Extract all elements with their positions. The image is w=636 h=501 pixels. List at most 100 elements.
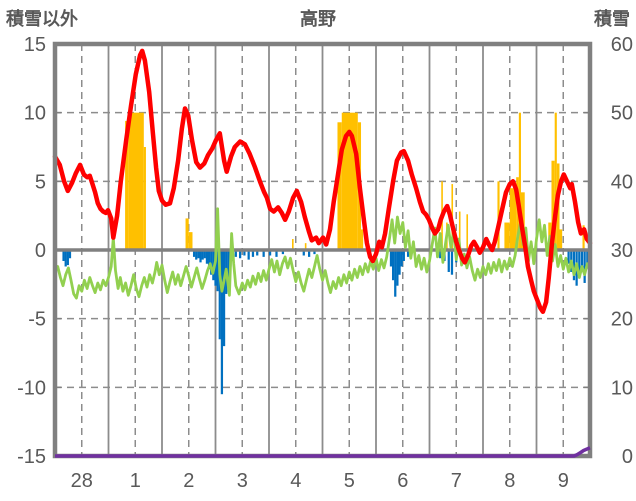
left-axis-title: 積雪以外 bbox=[6, 9, 78, 29]
blue-bar bbox=[262, 250, 265, 257]
x-axis-tick-label: 2 bbox=[183, 470, 194, 492]
right-axis-tick-label: 50 bbox=[611, 103, 633, 125]
orange-bar bbox=[304, 243, 307, 250]
left-axis-tick-label: 5 bbox=[35, 171, 46, 193]
x-axis-tick-label: 5 bbox=[344, 470, 355, 492]
x-axis-tick-label: 4 bbox=[290, 470, 301, 492]
right-axis-tick-label: 10 bbox=[611, 377, 633, 399]
blue-bar bbox=[199, 250, 202, 263]
blue-bar bbox=[195, 250, 198, 260]
blue-bar bbox=[214, 250, 217, 286]
blue-bar bbox=[268, 250, 272, 256]
orange-bar bbox=[509, 188, 517, 250]
chart-title: 高野 bbox=[300, 9, 336, 29]
right-axis-tick-label: 60 bbox=[611, 34, 633, 56]
x-axis-tick-label: 8 bbox=[504, 470, 515, 492]
blue-bar bbox=[192, 250, 196, 257]
right-axis-tick-label: 30 bbox=[611, 240, 633, 262]
orange-bar bbox=[361, 229, 364, 250]
orange-bar bbox=[185, 218, 189, 250]
blue-bar bbox=[201, 250, 204, 260]
orange-bar bbox=[504, 222, 510, 250]
blue-bar bbox=[275, 250, 278, 257]
blue-bar bbox=[447, 250, 450, 272]
blue-bar bbox=[406, 250, 410, 257]
left-axis-tick-label: -5 bbox=[28, 309, 46, 331]
x-axis-tick-label: 1 bbox=[130, 470, 141, 492]
x-axis-tick-label: 7 bbox=[451, 470, 462, 492]
blue-bar bbox=[247, 250, 250, 260]
blue-bar bbox=[222, 250, 226, 347]
blue-bar bbox=[238, 250, 242, 259]
temperature-line bbox=[52, 48, 593, 315]
blue-bar bbox=[400, 250, 403, 267]
blue-bar bbox=[398, 250, 401, 275]
orange-bar bbox=[128, 112, 144, 251]
blue-bar bbox=[281, 250, 285, 255]
orange-bar bbox=[337, 122, 342, 250]
orange-bar bbox=[466, 214, 469, 250]
blue-bar bbox=[586, 250, 589, 267]
right-axis-title: 積雪 bbox=[594, 9, 630, 29]
blue-bar bbox=[197, 250, 200, 259]
blue-bar bbox=[402, 250, 405, 261]
blue-bar bbox=[396, 250, 399, 286]
blue-bar bbox=[64, 250, 67, 267]
blue-bar bbox=[389, 250, 393, 267]
blue-bar bbox=[450, 250, 454, 275]
left-axis-tick-label: -15 bbox=[17, 446, 46, 468]
orange-bar bbox=[516, 177, 519, 250]
orange-bar bbox=[559, 229, 563, 250]
orange-bar bbox=[518, 112, 521, 251]
blue-bar bbox=[256, 250, 259, 256]
blue-bar bbox=[572, 250, 576, 281]
x-axis-tick-label: 28 bbox=[71, 470, 93, 492]
blue-bar bbox=[251, 250, 255, 257]
blue-bar bbox=[205, 250, 209, 264]
blue-bar bbox=[207, 250, 211, 270]
orange-bar bbox=[551, 160, 555, 250]
blue-bar bbox=[439, 250, 442, 259]
orange-bar bbox=[143, 147, 146, 250]
left-axis-tick-label: 10 bbox=[24, 103, 46, 125]
blue-bar bbox=[578, 250, 581, 278]
green-line bbox=[53, 207, 592, 300]
x-axis-tick-label: 3 bbox=[237, 470, 248, 492]
blue-bar bbox=[68, 250, 72, 259]
blue-bar bbox=[580, 250, 584, 270]
blue-bar bbox=[216, 250, 219, 292]
orange-bar bbox=[292, 239, 294, 250]
blue-bar bbox=[302, 250, 305, 256]
orange-bar bbox=[554, 112, 557, 251]
blue-bar bbox=[220, 250, 224, 395]
blue-bar bbox=[583, 250, 586, 283]
blue-bar bbox=[66, 250, 69, 266]
orange-bar bbox=[458, 211, 461, 250]
blue-bar bbox=[394, 250, 397, 297]
blue-bar bbox=[313, 250, 316, 255]
right-axis-tick-label: 40 bbox=[611, 171, 633, 193]
x-axis-tick-label: 6 bbox=[397, 470, 408, 492]
orange-bar bbox=[188, 232, 193, 250]
blue-bar bbox=[391, 250, 395, 281]
left-axis-tick-label: 15 bbox=[24, 34, 46, 56]
blue-bar bbox=[210, 250, 213, 275]
blue-bar bbox=[308, 250, 311, 257]
x-axis-tick-label: 9 bbox=[558, 470, 569, 492]
blue-bar bbox=[234, 250, 237, 257]
snow-depth-line bbox=[55, 446, 591, 458]
blue-bar bbox=[243, 250, 246, 256]
left-axis-tick-label: -10 bbox=[17, 377, 46, 399]
blue-bar bbox=[203, 250, 206, 259]
blue-bar bbox=[567, 250, 570, 264]
blue-bar bbox=[227, 250, 230, 278]
left-axis-tick-label: 0 bbox=[35, 240, 46, 262]
orange-bar bbox=[582, 225, 585, 250]
right-axis-tick-label: 0 bbox=[622, 446, 633, 468]
blue-bar bbox=[218, 250, 221, 340]
orange-bar bbox=[125, 120, 129, 250]
blue-bar bbox=[62, 250, 65, 261]
right-axis-tick-label: 20 bbox=[611, 309, 633, 331]
